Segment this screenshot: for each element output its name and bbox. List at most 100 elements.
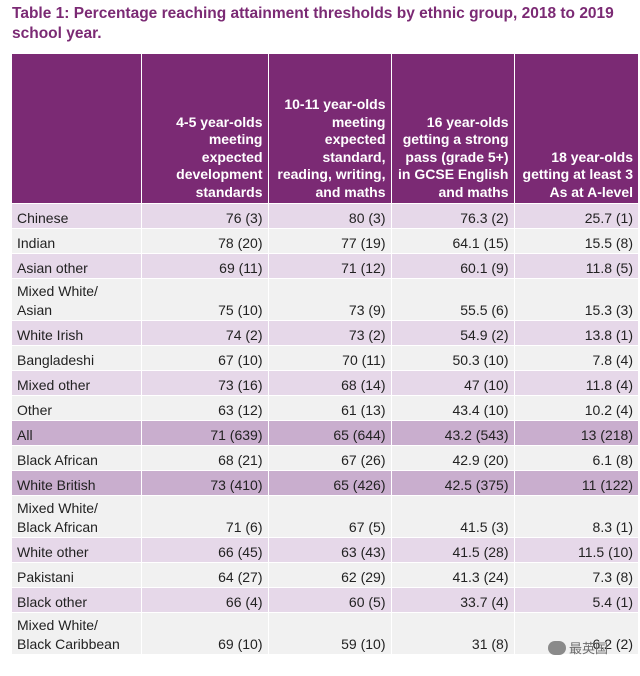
- cell-4-5-year-olds: 78 (20): [141, 228, 269, 254]
- row-label: White Irish: [12, 320, 142, 346]
- table-row: Mixed other 73 (16) 68 (14) 47 (10) 11.8 (4): [12, 370, 638, 396]
- cell-4-5-year-olds: 69 (11): [141, 253, 269, 279]
- cell-4-5-year-olds: 73 (410): [141, 470, 269, 496]
- cell-16-year-olds: 43.4 (10): [391, 395, 515, 421]
- cell-18-year-olds: 11 (122): [514, 470, 638, 496]
- table-row: Pakistani 64 (27) 62 (29) 41.3 (24) 7.3 (8): [12, 562, 638, 588]
- cell-10-11-year-olds: 80 (3): [268, 203, 392, 229]
- cell-4-5-year-olds: 69 (10): [141, 612, 269, 654]
- cell-4-5-year-olds: 63 (12): [141, 395, 269, 421]
- watermark: 最英国: [548, 638, 608, 657]
- cell-16-year-olds: 33.7 (4): [391, 587, 515, 613]
- cell-16-year-olds: 47 (10): [391, 370, 515, 396]
- header-ethnic-group: [12, 54, 142, 204]
- cell-4-5-year-olds: 75 (10): [141, 278, 269, 321]
- cell-4-5-year-olds: 71 (6): [141, 495, 269, 538]
- cell-16-year-olds: 42.5 (375): [391, 470, 515, 496]
- table-row: Mixed White/ Black African 71 (6) 67 (5) 41…: [12, 495, 638, 538]
- cell-18-year-olds: 13.8 (1): [514, 320, 638, 346]
- row-label: Asian other: [12, 253, 142, 279]
- cell-10-11-year-olds: 65 (644): [268, 420, 392, 446]
- row-label: Black African: [12, 445, 142, 471]
- cell-18-year-olds: 11.8 (5): [514, 253, 638, 279]
- row-label: Chinese: [12, 203, 142, 229]
- cell-18-year-olds: 10.2 (4): [514, 395, 638, 421]
- header-16-year-olds: 16 year-olds getting a strong pass (grad…: [391, 54, 515, 204]
- table-row: Asian other 69 (11) 71 (12) 60.1 (9) 11.8 (5…: [12, 253, 638, 279]
- cell-16-year-olds: 76.3 (2): [391, 203, 515, 229]
- cell-18-year-olds: 15.5 (8): [514, 228, 638, 254]
- cell-4-5-year-olds: 68 (21): [141, 445, 269, 471]
- cell-18-year-olds: 13 (218): [514, 420, 638, 446]
- cell-16-year-olds: 64.1 (15): [391, 228, 515, 254]
- cell-10-11-year-olds: 71 (12): [268, 253, 392, 279]
- row-label: Indian: [12, 228, 142, 254]
- row-label: Mixed White/ Black African: [12, 495, 142, 538]
- table-row: Chinese 76 (3) 80 (3) 76.3 (2) 25.7 (1): [12, 203, 638, 229]
- cell-10-11-year-olds: 62 (29): [268, 562, 392, 588]
- cell-16-year-olds: 43.2 (543): [391, 420, 515, 446]
- header-4-5-year-olds: 4-5 year-olds meeting expected developme…: [141, 54, 269, 204]
- table-row: Indian 78 (20) 77 (19) 64.1 (15) 15.5 (8): [12, 228, 638, 254]
- table-row: Mixed White/ Asian 75 (10) 73 (9) 55.5 (6) 1…: [12, 278, 638, 321]
- attainment-table: 4-5 year-olds meeting expected developme…: [12, 54, 638, 654]
- table-row: Bangladeshi 67 (10) 70 (11) 50.3 (10) 7.8 (4…: [12, 345, 638, 371]
- table-row: Black other 66 (4) 60 (5) 33.7 (4) 5.4 (1): [12, 587, 638, 613]
- cell-10-11-year-olds: 73 (9): [268, 278, 392, 321]
- cell-18-year-olds: 7.8 (4): [514, 345, 638, 371]
- table-row: White other 66 (45) 63 (43) 41.5 (28) 11.5 (…: [12, 537, 638, 563]
- cell-4-5-year-olds: 66 (45): [141, 537, 269, 563]
- cell-18-year-olds: 6.2 (2): [514, 612, 638, 654]
- cell-18-year-olds: 25.7 (1): [514, 203, 638, 229]
- table-row: All 71 (639) 65 (644) 43.2 (543) 13 (218): [12, 420, 638, 446]
- table-row: Other 63 (12) 61 (13) 43.4 (10) 10.2 (4): [12, 395, 638, 421]
- cell-18-year-olds: 11.5 (10): [514, 537, 638, 563]
- row-label: Pakistani: [12, 562, 142, 588]
- cell-18-year-olds: 11.8 (4): [514, 370, 638, 396]
- cell-18-year-olds: 8.3 (1): [514, 495, 638, 538]
- cell-4-5-year-olds: 64 (27): [141, 562, 269, 588]
- cell-10-11-year-olds: 73 (2): [268, 320, 392, 346]
- cell-10-11-year-olds: 77 (19): [268, 228, 392, 254]
- table-row: White Irish 74 (2) 73 (2) 54.9 (2) 13.8 (1): [12, 320, 638, 346]
- cell-10-11-year-olds: 68 (14): [268, 370, 392, 396]
- row-label: Mixed White/ Black Caribbean: [12, 612, 142, 654]
- header-row: 4-5 year-olds meeting expected developme…: [12, 54, 638, 204]
- cell-10-11-year-olds: 67 (26): [268, 445, 392, 471]
- cell-4-5-year-olds: 74 (2): [141, 320, 269, 346]
- row-label: Bangladeshi: [12, 345, 142, 371]
- cell-18-year-olds: 7.3 (8): [514, 562, 638, 588]
- row-label: Mixed other: [12, 370, 142, 396]
- header-10-11-year-olds: 10-11 year-olds meeting expected standar…: [268, 54, 392, 204]
- cell-16-year-olds: 50.3 (10): [391, 345, 515, 371]
- table-row: White British 73 (410) 65 (426) 42.5 (375) 1…: [12, 470, 638, 496]
- table-title: Table 1: Percentage reaching attainment …: [12, 5, 614, 42]
- cell-10-11-year-olds: 63 (43): [268, 537, 392, 563]
- table-row: Mixed White/ Black Caribbean 69 (10) 59 (1…: [12, 612, 638, 654]
- cell-16-year-olds: 31 (8): [391, 612, 515, 654]
- watermark-text: 最英国: [569, 641, 609, 656]
- row-label: White other: [12, 537, 142, 563]
- cell-4-5-year-olds: 66 (4): [141, 587, 269, 613]
- cell-16-year-olds: 42.9 (20): [391, 445, 515, 471]
- cell-18-year-olds: 5.4 (1): [514, 587, 638, 613]
- cell-10-11-year-olds: 61 (13): [268, 395, 392, 421]
- row-label: Mixed White/ Asian: [12, 278, 142, 321]
- header-18-year-olds: 18 year-olds getting at least 3 As at A-…: [514, 54, 638, 204]
- cell-10-11-year-olds: 70 (11): [268, 345, 392, 371]
- cell-10-11-year-olds: 60 (5): [268, 587, 392, 613]
- cell-18-year-olds: 6.1 (8): [514, 445, 638, 471]
- cell-4-5-year-olds: 67 (10): [141, 345, 269, 371]
- wechat-icon: [548, 640, 566, 655]
- cell-16-year-olds: 41.5 (28): [391, 537, 515, 563]
- table-row: Black African 68 (21) 67 (26) 42.9 (20) 6.1 …: [12, 445, 638, 471]
- cell-4-5-year-olds: 76 (3): [141, 203, 269, 229]
- cell-16-year-olds: 60.1 (9): [391, 253, 515, 279]
- cell-4-5-year-olds: 71 (639): [141, 420, 269, 446]
- cell-16-year-olds: 41.3 (24): [391, 562, 515, 588]
- cell-4-5-year-olds: 73 (16): [141, 370, 269, 396]
- row-label: Black other: [12, 587, 142, 613]
- cell-16-year-olds: 41.5 (3): [391, 495, 515, 538]
- cell-18-year-olds: 15.3 (3): [514, 278, 638, 321]
- cell-10-11-year-olds: 59 (10): [268, 612, 392, 654]
